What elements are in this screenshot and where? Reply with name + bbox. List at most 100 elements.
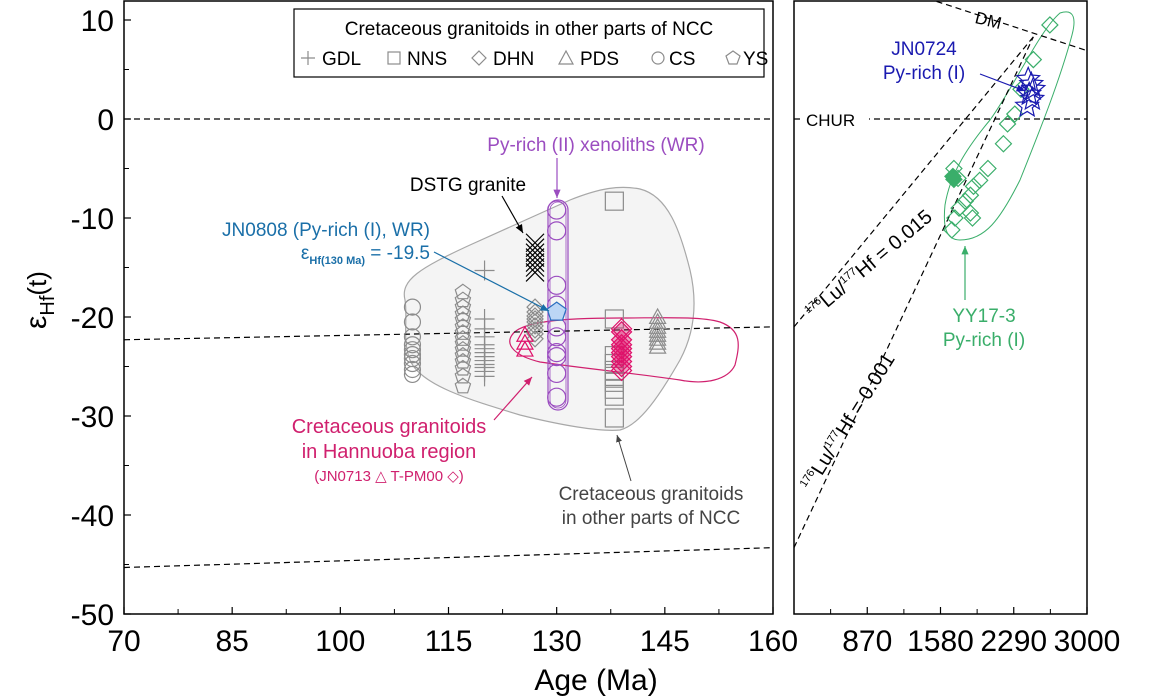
ref-line-line-mid: [123, 326, 774, 341]
arrow-jn0808: [433, 251, 550, 312]
right-x-tick-label: 870: [842, 625, 892, 658]
marker-yy17-3-py-rich-i: [950, 199, 968, 217]
marker-ys: [454, 324, 472, 340]
annotation-pyrich2: Py-rich (II) xenoliths (WR): [487, 135, 704, 156]
marker-ys: [454, 311, 472, 327]
left-y-tick-label: -30: [71, 401, 114, 434]
marker-ys: [454, 330, 472, 346]
marker-dstg-granite: [525, 248, 545, 268]
left-y-tick-label: -20: [71, 302, 114, 335]
legend-entry-ys: YS: [725, 49, 768, 70]
right-x-tick-label: 2290: [980, 625, 1047, 658]
marker-yy17-3-py-rich-i: [998, 115, 1017, 133]
marker-py-rich-ii-xenoliths-wr: [547, 347, 567, 367]
marker-dhn: [526, 307, 544, 325]
ref-line-line-low: [123, 547, 774, 569]
ref-line-right-176lu-177hf-0-015: [794, 36, 1034, 328]
marker-cs: [403, 336, 422, 354]
marker-yy17-3-py-rich-i: [1041, 16, 1059, 34]
marker-dstg-granite: [525, 243, 545, 263]
legend-label-nns: NNS: [407, 49, 447, 70]
marker-py-rich-ii-xenoliths-wr: [547, 327, 567, 347]
plus-icon: [301, 51, 315, 65]
marker-dhn: [526, 310, 544, 328]
marker-yy17-3-py-rich-i: [1005, 105, 1024, 123]
marker-t-pm00: [610, 355, 633, 378]
left-x-tick-label: 130: [532, 625, 582, 658]
marker-jn0713: [515, 333, 534, 350]
marker-cs: [403, 298, 422, 316]
yy17-field: [943, 11, 1075, 241]
annotation-ncc-1: Cretaceous granitoids: [559, 484, 744, 505]
marker-ys: [454, 367, 472, 384]
marker-yy17-3-py-rich-i: [961, 186, 980, 205]
marker-t-pm00: [610, 333, 633, 356]
legend-label-cs: CS: [669, 49, 695, 70]
marker-t-pm00: [610, 341, 633, 364]
marker-t-pm00: [610, 318, 633, 340]
annotation-dstg: DSTG granite: [410, 175, 526, 196]
right-x-tick-label: 3000: [1054, 625, 1121, 658]
annotation-lu-001: 176Lu/177Hf = 0.001: [798, 350, 900, 495]
marker-cs: [403, 346, 422, 364]
y-axis-label-text: εHf(t): [20, 271, 59, 329]
x-axis-label: Age (Ma): [534, 664, 657, 697]
marker-ys: [454, 305, 472, 322]
reference-lines: [123, 1, 1087, 569]
marker-dstg-granite: [525, 253, 545, 272]
marker-t-pm00: [610, 359, 633, 382]
marker-gdl: [474, 260, 495, 281]
marker-cs: [403, 341, 422, 359]
marker-pds: [648, 333, 667, 350]
legend-entry-gdl: GDL: [301, 49, 361, 70]
left-x-tick-label: 115: [425, 625, 473, 658]
marker-cs: [403, 313, 422, 331]
marker-yy17-3-py-rich-i-filled: [945, 170, 963, 189]
marker-yy17-3-py-rich-i: [964, 177, 983, 196]
marker-pds: [648, 321, 667, 338]
marker-py-rich-ii-xenoliths-wr: [547, 221, 567, 241]
marker-t-pm00: [610, 328, 633, 351]
left-x-tick-label: 85: [215, 625, 248, 658]
marker-yy17-3-py-rich-i: [979, 159, 997, 178]
y-axis-label: εHf(t): [20, 271, 59, 329]
annotation-eps-value: εHf(130 Ma) = -19.5: [301, 243, 430, 267]
marker-dstg-granite: [525, 233, 545, 253]
diamond-icon: [471, 50, 487, 66]
marker-pds: [648, 317, 667, 334]
legend-entry-nns: NNS: [387, 49, 447, 70]
annotations-left: Py-rich (II) xenoliths (WR) DSTG granite…: [222, 135, 743, 529]
arrow-hannuoba: [493, 376, 533, 421]
marker-yy17-3-py-rich-i: [943, 221, 961, 239]
left-y-tick-label: -10: [71, 203, 114, 236]
marker-nns: [604, 309, 624, 329]
annotation-jn0808: JN0808 (Py-rich (I), WR): [222, 220, 430, 241]
marker-jn0724-py-rich-i: [1014, 92, 1041, 118]
marker-dhn: [526, 324, 544, 343]
annotation-hannuoba-1: Cretaceous granitoids: [292, 416, 487, 438]
right-x-tick-label: 1580: [907, 625, 974, 658]
annotation-chur: CHUR: [806, 111, 855, 130]
legend-label-pds: PDS: [580, 49, 619, 70]
marker-py-rich-ii-xenoliths-wr: [547, 275, 567, 295]
annotation-jn0724-2: Py-rich (I): [883, 63, 965, 84]
marker-cs: [403, 328, 422, 346]
arrow-jn0724: [979, 73, 1026, 92]
triangle-icon: [557, 49, 575, 65]
marker-ys: [454, 359, 472, 376]
marker-yy17-3-py-rich-i: [963, 209, 982, 227]
marker-pds: [648, 325, 667, 342]
legend: Cretaceous granitoids in other parts of …: [293, 8, 768, 78]
marker-pds: [648, 337, 667, 354]
annotation-yy17-1: YY17-3: [952, 306, 1015, 327]
chur-label-bg: [803, 109, 869, 129]
marker-ys: [454, 298, 472, 315]
left-x-tick-label: 100: [315, 625, 365, 658]
marker-dhn: [526, 321, 544, 339]
marker-cs: [403, 354, 422, 373]
left-y-tick-label: -50: [71, 599, 114, 632]
marker-cs: [403, 360, 422, 379]
marker-yy17-3-py-rich-i: [970, 171, 989, 190]
left-x-tick-label: 145: [640, 625, 690, 658]
